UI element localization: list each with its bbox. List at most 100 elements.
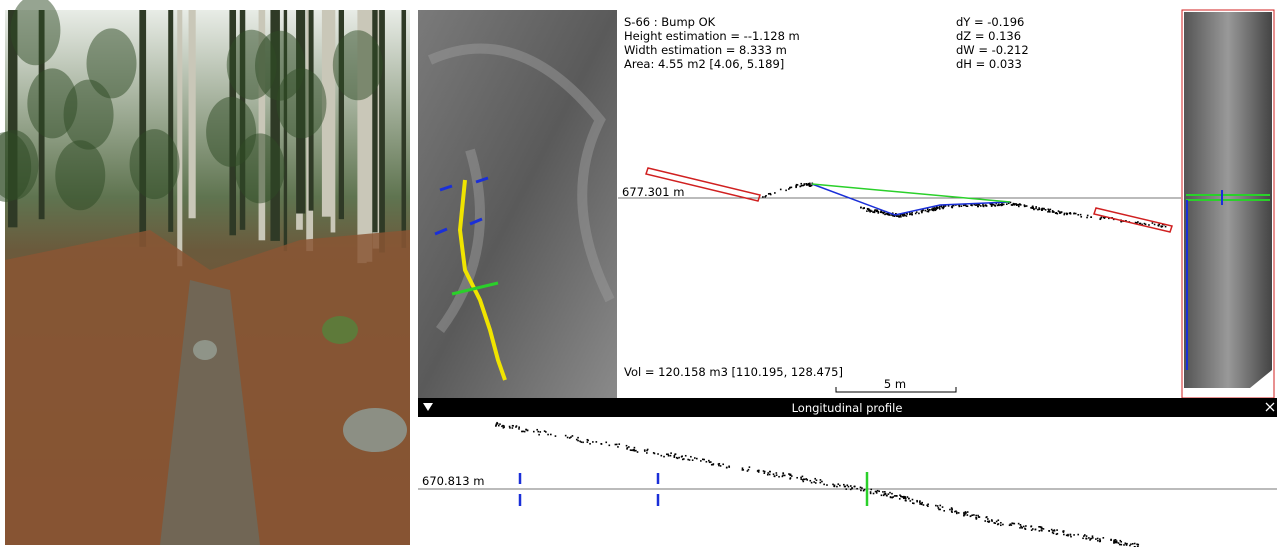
point (1143, 222, 1146, 225)
point (1050, 528, 1053, 531)
point (653, 452, 656, 455)
point (902, 213, 905, 215)
point (904, 497, 907, 500)
point (1139, 222, 1142, 225)
point (782, 472, 785, 475)
point (977, 205, 979, 208)
point (1151, 222, 1154, 224)
longitudinal-panel (418, 417, 1277, 547)
point (904, 499, 907, 502)
point (595, 441, 598, 443)
point (1137, 545, 1139, 548)
point (802, 480, 805, 483)
point (790, 475, 793, 477)
point (807, 183, 810, 186)
point (941, 506, 944, 508)
point (1144, 223, 1147, 226)
point (643, 449, 646, 451)
collapse-button[interactable] (423, 403, 433, 411)
point (927, 505, 929, 508)
point (977, 203, 980, 206)
point (1116, 541, 1118, 544)
point (1056, 212, 1059, 215)
point (904, 214, 906, 217)
point (893, 215, 896, 217)
point (1114, 541, 1117, 544)
point (1002, 203, 1005, 206)
point (895, 215, 898, 217)
point (875, 492, 878, 494)
info-text: Area: 4.55 m2 [4.06, 5.189] (624, 57, 784, 71)
point (678, 456, 680, 459)
point (1160, 226, 1163, 228)
point (862, 489, 865, 492)
point (809, 184, 811, 186)
point (909, 213, 911, 216)
point (914, 212, 917, 215)
point (1009, 201, 1012, 204)
point (884, 491, 886, 493)
point (1100, 216, 1103, 219)
point (788, 188, 790, 190)
close-button[interactable] (1265, 402, 1275, 412)
point (833, 485, 836, 488)
point (814, 477, 816, 480)
point (1091, 537, 1094, 539)
point (897, 215, 900, 217)
point (709, 461, 712, 463)
point (845, 488, 848, 490)
point (1048, 210, 1051, 213)
point (796, 476, 798, 479)
point (1080, 216, 1083, 218)
point (975, 514, 977, 517)
point (942, 207, 944, 210)
point (762, 196, 764, 198)
point (991, 519, 993, 521)
point (836, 485, 838, 488)
point (904, 496, 906, 499)
point (1069, 212, 1072, 214)
point (1048, 530, 1051, 532)
point (918, 501, 921, 503)
point (1067, 534, 1069, 537)
foliage (55, 140, 106, 211)
point (1136, 543, 1138, 546)
point (877, 212, 880, 214)
point (928, 208, 931, 211)
point (860, 206, 862, 209)
point (863, 207, 865, 209)
point (758, 469, 760, 472)
point (1038, 526, 1040, 528)
point (920, 210, 923, 212)
point (1120, 220, 1122, 223)
point (951, 205, 954, 207)
info-text: Width estimation = 8.333 m (624, 43, 787, 57)
point (1060, 211, 1063, 213)
point (993, 522, 996, 524)
point (899, 494, 901, 497)
point (902, 497, 905, 500)
point (935, 208, 938, 210)
point (806, 479, 809, 481)
point (971, 204, 973, 207)
tree (379, 10, 385, 253)
point (905, 212, 908, 215)
point (1038, 207, 1040, 209)
point (1069, 212, 1072, 215)
point (633, 446, 636, 449)
point (1097, 539, 1099, 542)
point (632, 449, 635, 452)
point (801, 475, 804, 478)
point (1059, 212, 1062, 214)
scale-bar (835, 387, 957, 393)
point (800, 184, 803, 187)
point (1095, 538, 1097, 540)
point (964, 511, 967, 514)
point (618, 443, 621, 445)
point (982, 204, 984, 207)
point (1040, 209, 1043, 211)
point (1070, 535, 1072, 538)
panel-header (418, 398, 1277, 417)
point (903, 495, 905, 498)
